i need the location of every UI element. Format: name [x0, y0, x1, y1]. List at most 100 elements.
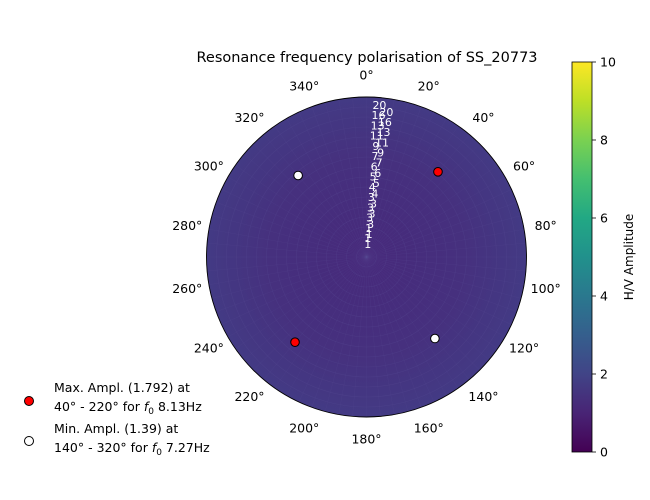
radial-tick-label-echo: 13: [376, 126, 390, 139]
radial-tick-label: 13: [371, 119, 385, 132]
heatmap-ring: [296, 186, 437, 328]
radial-tick-label: 6: [371, 160, 378, 173]
theta-tick-label: 300°: [194, 159, 224, 174]
heatmap-spoke: [235, 256, 367, 349]
heatmap-spoke: [227, 256, 367, 338]
theta-tick-label: 140°: [468, 389, 498, 404]
theta-tick-label: 240°: [194, 341, 224, 356]
heatmap-spoke: [216, 202, 367, 258]
heatmap-spoke: [286, 118, 367, 258]
heatmap-spoke: [366, 256, 447, 396]
radial-tick-label-echo: 1: [366, 228, 373, 241]
legend-min-sub: 0: [156, 448, 162, 458]
theta-tick-label: 320°: [234, 110, 264, 125]
heatmap-spoke: [366, 256, 409, 412]
chart-title: Resonance frequency polarisation of SS_2…: [196, 50, 537, 66]
radial-tick-label: 3: [367, 201, 374, 214]
theta-tick-label: 220°: [234, 389, 264, 404]
polar-heatmap-field: [206, 96, 527, 418]
heatmap-spoke: [366, 256, 526, 272]
colorbar-label: H/V Amplitude: [622, 214, 636, 301]
heatmap-spoke: [298, 111, 367, 258]
heatmap-ring: [316, 206, 417, 308]
heatmap-spoke: [235, 165, 367, 258]
heatmap-spoke: [366, 256, 480, 371]
legend-min-line2-pre: 140° - 320° for: [54, 440, 152, 455]
heatmap-spoke: [298, 256, 367, 403]
heatmap-disc: [206, 97, 527, 417]
heatmap-ring: [336, 226, 397, 288]
heatmap-ring: [346, 236, 387, 278]
heatmap-spoke: [263, 134, 367, 258]
radial-tick-label: 3: [368, 191, 375, 204]
heatmap-spoke: [366, 256, 470, 380]
theta-tick-label: 340°: [289, 78, 319, 93]
radial-tick-label-echo: 6: [374, 167, 381, 180]
radial-tick-label-echo: 3: [367, 218, 374, 231]
heatmap-spoke: [366, 153, 490, 258]
legend: Max. Ampl. (1.792) at 40° - 220° for f0 …: [24, 380, 210, 458]
heatmap-spoke: [221, 189, 367, 258]
theta-tick-labels: 0° 20° 40° 60° 80° 100° 120° 140° 160° 180° 200° 22…: [172, 68, 561, 447]
radial-tick-label-echo: 16: [378, 116, 392, 129]
heatmap-spoke: [243, 256, 367, 361]
heatmap-spoke: [366, 256, 422, 408]
heatmap-ring: [356, 246, 377, 268]
heatmap-spoke: [366, 125, 459, 258]
heatmap-spoke: [227, 176, 367, 258]
colorbar-tick-label: 2: [600, 367, 608, 382]
theta-tick-label: 200°: [289, 421, 319, 436]
heatmap-spoke: [243, 153, 367, 258]
heatmap-spoke: [324, 102, 367, 258]
heatmap-spoke: [274, 256, 367, 389]
heatmap-spoke: [208, 228, 367, 258]
heatmap-spoke: [352, 97, 367, 258]
heatmap-ring: [266, 156, 467, 358]
radial-tick-label: 4: [369, 181, 376, 194]
theta-tick-label: 0°: [359, 68, 373, 83]
heatmap-spoke: [366, 256, 459, 389]
min-amplitude-marker: [430, 333, 440, 344]
heatmap-spoke: [211, 256, 367, 299]
heatmap-spoke: [263, 256, 367, 380]
max-amplitude-marker: [433, 167, 443, 177]
colorbar-tick-label: 8: [600, 133, 608, 148]
heatmap-spoke: [366, 189, 512, 258]
heatmap-spoke: [274, 125, 367, 258]
legend-max-line2-post: 8.13Hz: [154, 399, 202, 414]
radial-tick-label-echo: 11: [375, 136, 389, 149]
theta-tick-label: 260°: [172, 281, 202, 296]
max-amplitude-marker: [290, 337, 300, 347]
radial-tick-label: 11: [370, 130, 384, 143]
heatmap-ring: [236, 126, 497, 388]
theta-tick-label: 120°: [509, 341, 539, 356]
colorbar: [571, 61, 593, 453]
heatmap-spoke: [207, 256, 367, 272]
colorbar-tick-label: 0: [600, 445, 608, 460]
legend-min-line1: Min. Ampl. (1.39) at: [54, 421, 178, 436]
radial-tick-label: 5: [370, 171, 377, 184]
legend-min-marker: [24, 436, 34, 446]
legend-max-line2: 40° - 220° for f0 8.13Hz: [54, 399, 202, 417]
heatmap-ring: [326, 216, 407, 298]
theta-tick-label: 80°: [535, 218, 557, 233]
heatmap-spoke: [221, 256, 367, 325]
legend-max-line1: Max. Ampl. (1.792) at: [54, 380, 190, 395]
polar-frame: [206, 96, 527, 418]
radial-tick-label: 7: [371, 150, 378, 163]
radial-tick-label: 20: [372, 99, 386, 112]
heatmap-spoke: [366, 134, 470, 258]
heatmap-spoke: [338, 256, 367, 415]
heatmap-spoke: [366, 97, 381, 258]
theta-tick-label: 40°: [472, 110, 494, 125]
legend-max-line2-pre: 40° - 220° for: [54, 399, 144, 414]
theta-tick-label: 180°: [351, 432, 381, 447]
heatmap-spoke: [366, 202, 517, 258]
radial-tick-label: 1: [365, 222, 372, 235]
extremum-markers: [290, 167, 443, 347]
heatmap-spoke: [253, 256, 367, 371]
heatmap-spoke: [207, 242, 367, 258]
heatmap-ring: [246, 136, 487, 378]
